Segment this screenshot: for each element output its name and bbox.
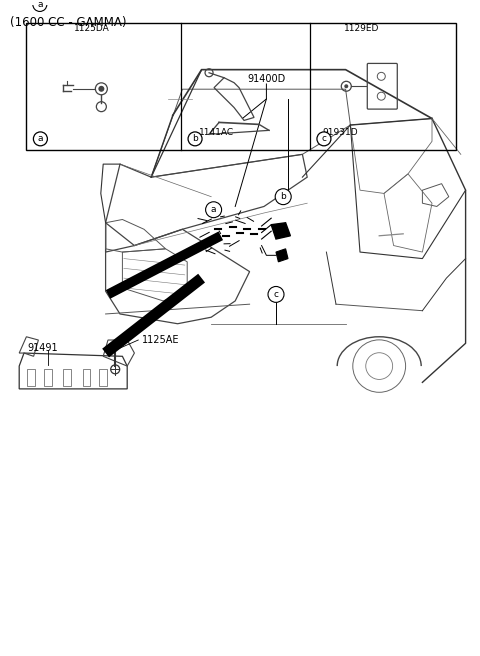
Circle shape: [268, 287, 284, 302]
Circle shape: [33, 0, 47, 11]
Circle shape: [317, 132, 331, 146]
Text: 1125AE: 1125AE: [142, 335, 179, 345]
Text: (1600 CC - GAMMA): (1600 CC - GAMMA): [10, 16, 126, 30]
Text: a: a: [37, 134, 43, 144]
Bar: [26, 23, 456, 150]
Text: 1129ED: 1129ED: [344, 24, 379, 33]
Text: a: a: [37, 0, 43, 9]
Text: c: c: [322, 134, 326, 144]
Text: 1141AC: 1141AC: [199, 128, 234, 137]
Text: c: c: [274, 290, 278, 299]
Polygon shape: [276, 249, 288, 262]
Circle shape: [34, 132, 48, 146]
Text: 91400D: 91400D: [247, 74, 286, 85]
Text: b: b: [280, 192, 286, 201]
Circle shape: [344, 84, 348, 89]
Text: 91931D: 91931D: [322, 128, 358, 137]
Circle shape: [98, 86, 104, 92]
Polygon shape: [271, 223, 290, 239]
Circle shape: [205, 202, 222, 218]
Text: 91491: 91491: [27, 344, 58, 354]
Circle shape: [188, 132, 202, 146]
Text: b: b: [192, 134, 198, 144]
Circle shape: [275, 189, 291, 205]
Text: a: a: [211, 205, 216, 215]
Text: 1125DA: 1125DA: [73, 24, 109, 33]
